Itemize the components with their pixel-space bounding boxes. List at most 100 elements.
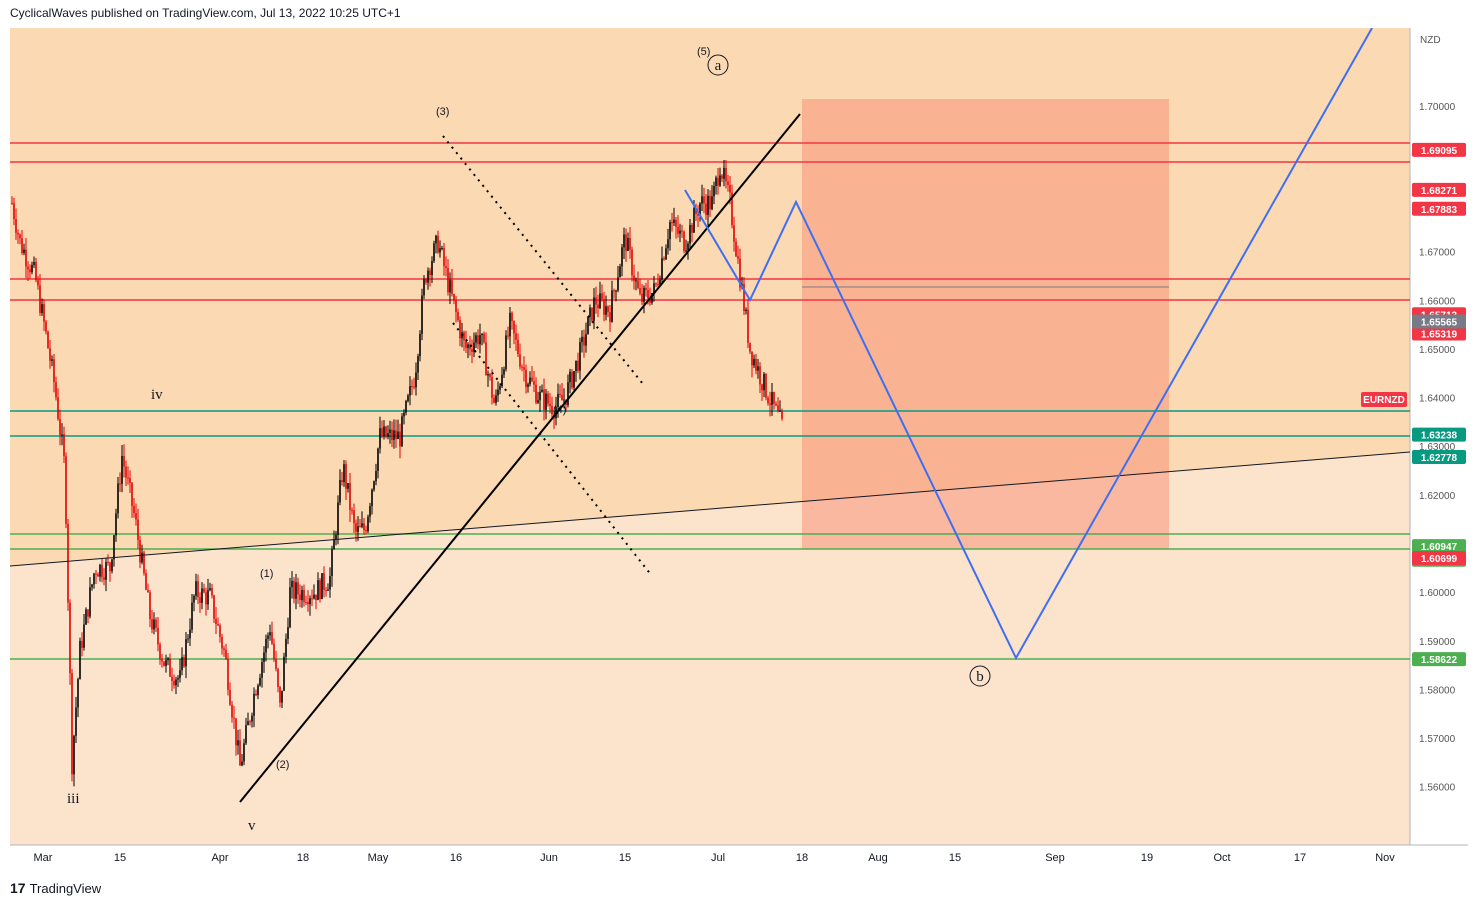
candle-body — [279, 686, 281, 703]
candle-body — [415, 372, 417, 388]
candle-body — [421, 295, 423, 334]
target-zone — [802, 99, 1169, 549]
candle-body — [61, 434, 63, 436]
candle-body — [293, 580, 295, 599]
candle-body — [325, 590, 327, 592]
candle-body — [481, 333, 483, 336]
candle-body — [235, 718, 237, 746]
candle-body — [393, 430, 395, 441]
candle-body — [409, 385, 411, 396]
candle-body — [321, 573, 323, 599]
candle-body — [381, 428, 383, 437]
candle-body — [751, 351, 753, 366]
candle-body — [499, 386, 501, 390]
candle-body — [551, 405, 553, 415]
candle-body — [687, 243, 689, 251]
candle-body — [653, 283, 655, 293]
candle-body — [35, 261, 37, 281]
candle-body — [513, 321, 515, 334]
candle-body — [627, 238, 629, 251]
candle-body — [765, 373, 767, 398]
candle-body — [443, 247, 445, 267]
candle-body — [713, 185, 715, 197]
candle-body — [519, 354, 521, 367]
candle-body — [135, 512, 137, 520]
candle-body — [673, 219, 675, 223]
candle-body — [685, 250, 687, 252]
candle-body — [633, 275, 635, 281]
candle-body — [453, 294, 455, 300]
candle-body — [147, 589, 149, 593]
candle-body — [201, 588, 203, 603]
candle-body — [559, 393, 561, 395]
candle-body — [43, 304, 45, 322]
price-tick-label: 1.57000 — [1419, 734, 1456, 745]
candle-body — [45, 321, 47, 332]
price-tick-label: 1.62000 — [1419, 491, 1456, 502]
time-tick-label: 18 — [796, 852, 808, 864]
price-tag-box — [1412, 450, 1466, 465]
candle-body — [25, 249, 27, 267]
resistance-lines — [10, 142, 1410, 301]
candle-body — [483, 333, 485, 343]
price-tick-label: 1.66000 — [1419, 296, 1456, 307]
price-tag-box — [1412, 326, 1466, 341]
candle-body — [185, 639, 187, 667]
price-tag-box — [1412, 427, 1466, 442]
candle-body — [711, 196, 713, 210]
candle-body — [389, 429, 391, 434]
wave-label-iii: iii — [67, 791, 80, 807]
candle-body — [169, 658, 171, 677]
candle-body — [679, 230, 681, 234]
candle-body — [549, 403, 551, 406]
candle-body — [167, 658, 169, 661]
price-tag-label: 1.67883 — [1421, 205, 1458, 216]
candle-body — [377, 448, 379, 471]
time-axis-ticks: Mar 15 Apr 18 May 16 Jun 15 Jul 18 Aug 15 Sep 19 Oct 17… — [34, 852, 1396, 864]
candle-body — [17, 232, 19, 235]
candle-body — [619, 266, 621, 278]
candle-body — [243, 743, 245, 762]
candle-body — [247, 721, 249, 726]
symbol-tag: EURNZD — [1361, 392, 1407, 407]
candle-body — [219, 625, 221, 637]
candle-body — [579, 342, 581, 371]
candle-body — [747, 309, 749, 343]
candle-body — [411, 385, 413, 387]
candle-body — [339, 480, 341, 503]
candle-body — [285, 638, 287, 657]
candle-body — [445, 266, 447, 268]
price-axis-tags: 1.682711.678831.657131.653191.632381.627… — [1412, 142, 1466, 667]
price-tick-label: 1.63000 — [1419, 442, 1456, 453]
candle-body — [355, 523, 357, 532]
candle-body — [767, 397, 769, 404]
candle-body — [87, 609, 89, 617]
candle-body — [597, 304, 599, 309]
candle-body — [763, 373, 765, 391]
candle-body — [659, 279, 661, 285]
candle-body — [621, 247, 623, 267]
candle-body — [13, 203, 15, 220]
candle-body — [719, 175, 721, 186]
candle-body — [583, 336, 585, 346]
candle-body — [131, 482, 133, 507]
time-tick-label: 15 — [949, 852, 961, 864]
candle-body — [525, 369, 527, 387]
candle-body — [331, 549, 333, 576]
candle-body — [609, 312, 611, 322]
trendlines — [10, 113, 1410, 803]
candle-body — [157, 627, 159, 645]
candle-body — [195, 581, 197, 596]
candle-body — [255, 693, 257, 696]
candle-body — [405, 401, 407, 413]
candle-body — [723, 167, 725, 179]
candle-body — [41, 304, 43, 313]
candle-body — [197, 581, 199, 598]
candle-body — [367, 516, 369, 532]
candle-body — [561, 394, 563, 401]
candle-body — [637, 280, 639, 288]
candle-body — [535, 384, 537, 403]
symbol-tag-text: EURNZD — [1363, 395, 1405, 406]
candle-body — [395, 430, 397, 440]
